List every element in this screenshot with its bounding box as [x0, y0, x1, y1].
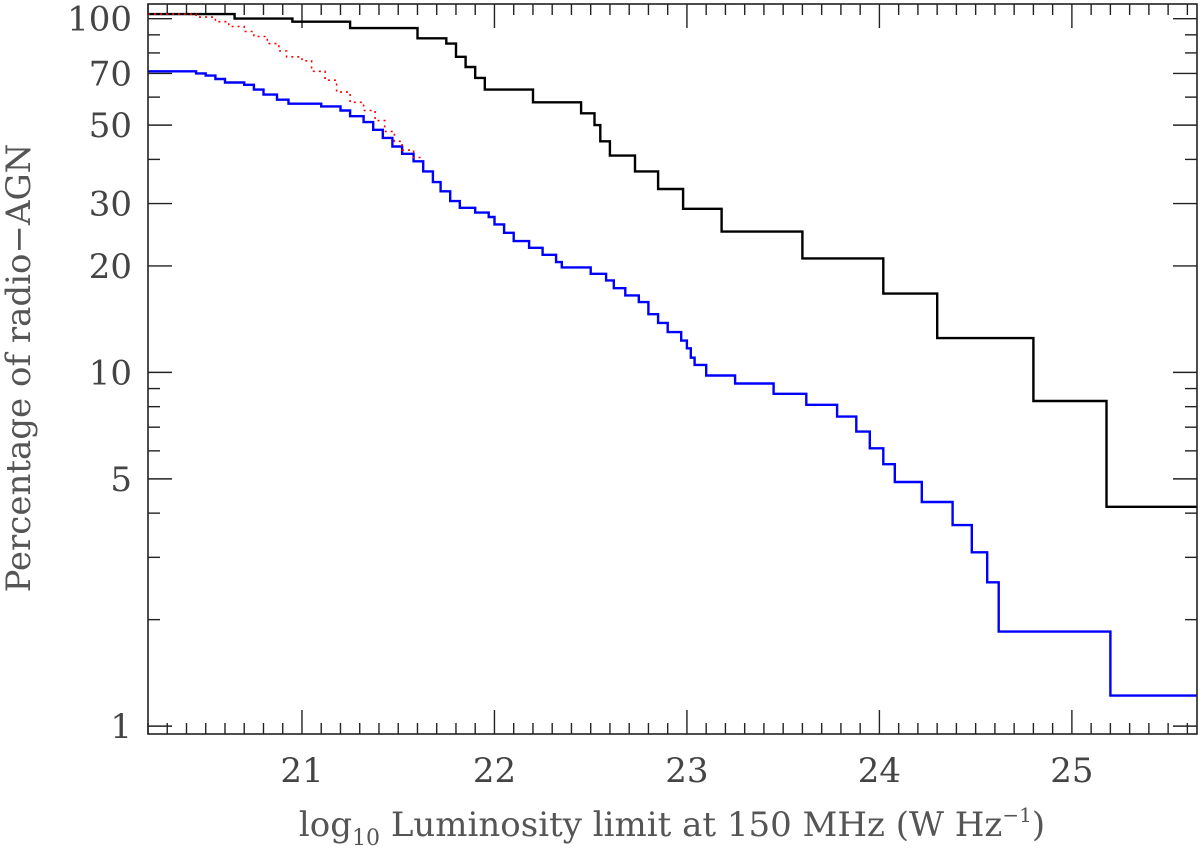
y-axis-label: Percentage of radio−AGN: [0, 144, 39, 593]
x-tick-label: 25: [1050, 751, 1093, 791]
x-axis-label: log10 Luminosity limit at 150 MHz (W Hz−…: [299, 803, 1045, 848]
y-tick-label: 5: [110, 460, 132, 500]
series-line-1: [148, 12, 1197, 508]
y-tick-label: 30: [89, 185, 132, 225]
y-tick-label: 70: [89, 54, 132, 94]
x-tick-label: 22: [473, 751, 516, 791]
x-tick-label: 21: [280, 751, 323, 791]
series-line-3: [148, 13, 422, 159]
labels-layer: 21 22 23 24 25 1 5 10 20 30 50 70 100: [67, 0, 1093, 791]
y-tick-label: 20: [89, 247, 132, 287]
y-tick-label: 100: [67, 0, 132, 40]
ticks-layer: [147, 4, 1197, 734]
x-tick-label: 24: [858, 751, 901, 791]
y-tick-label: 10: [89, 353, 132, 393]
y-tick-label: 1: [110, 707, 132, 747]
series-layer: [148, 12, 1197, 697]
y-tick-label: 50: [89, 106, 132, 146]
x-tick-label: 23: [665, 751, 708, 791]
plot-frame: [147, 3, 1198, 735]
series-line-2: [148, 70, 1197, 697]
